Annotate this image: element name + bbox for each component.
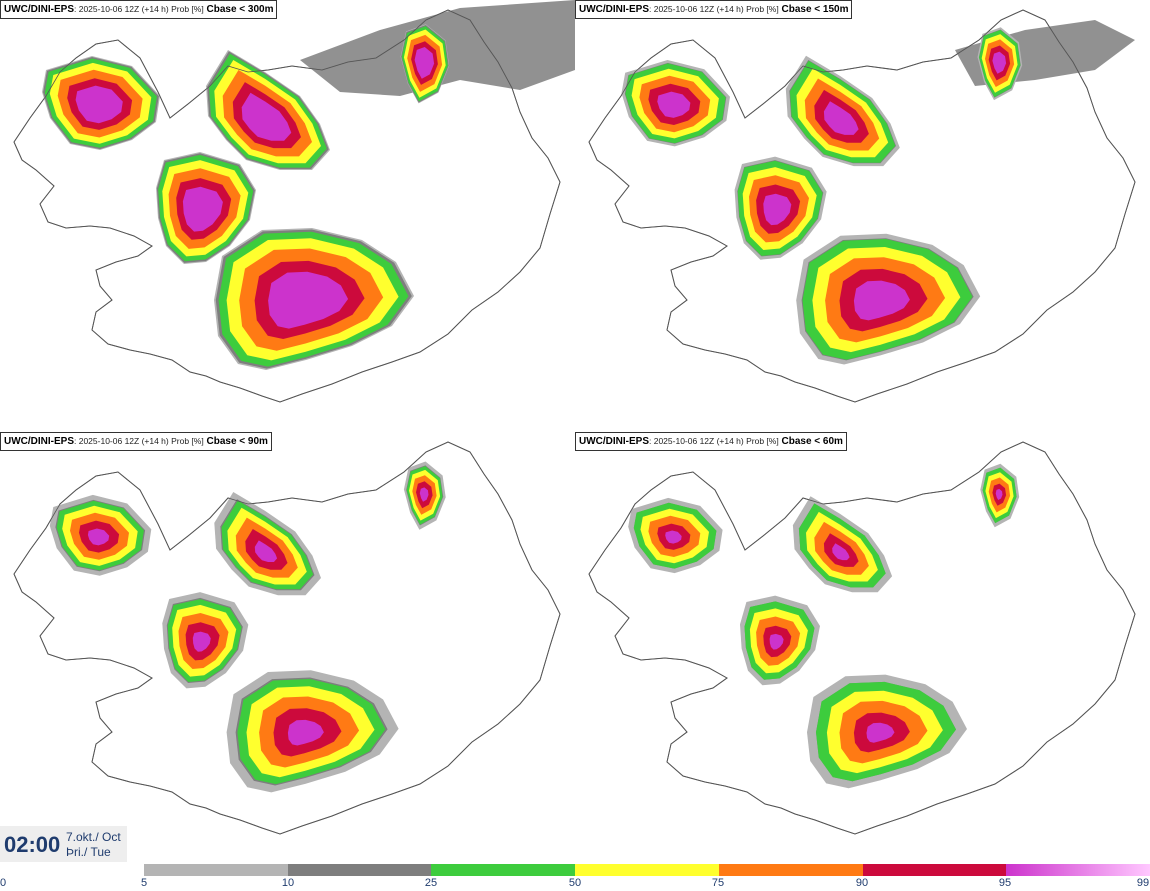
probability-map <box>13 0 575 403</box>
colorbar-label: 5 <box>140 877 148 889</box>
colorbar-segment <box>287 864 432 876</box>
colorbar-label: 25 <box>424 877 438 889</box>
colorbar-label: 10 <box>281 877 295 889</box>
probability-contour-p95 <box>657 91 691 118</box>
colorbar-segment <box>718 864 863 876</box>
colorbar-label: 95 <box>998 877 1012 889</box>
valid-date-line-2: Þri./ Tue <box>66 845 111 859</box>
map-panel-cbase-60: UWC/DINI-EPS: 2025-10-06 12Z (+14 h) Pro… <box>575 432 1150 863</box>
panel-title: UWC/DINI-EPS: 2025-10-06 12Z (+14 h) Pro… <box>575 0 853 19</box>
probability-colorbar <box>144 864 1150 876</box>
probability-contour-p95 <box>995 488 1003 500</box>
valid-time-box: 02:00 7.okt./ Oct Þri./ Tue <box>0 826 127 862</box>
probability-contour-p95 <box>87 528 110 546</box>
panel-title: UWC/DINI-EPS: 2025-10-06 12Z (+14 h) Pro… <box>0 0 278 19</box>
probability-contour-p95 <box>419 487 429 502</box>
probability-contour-p95 <box>192 631 211 652</box>
colorbar-segment <box>431 864 576 876</box>
coastline-overlay <box>588 441 1136 835</box>
map-panel-cbase-90: UWC/DINI-EPS: 2025-10-06 12Z (+14 h) Pro… <box>0 432 575 863</box>
panel-title: UWC/DINI-EPS: 2025-10-06 12Z (+14 h) Pro… <box>575 432 847 451</box>
probability-contour-p95 <box>866 722 895 743</box>
colorbar-segment <box>862 864 1007 876</box>
probability-contour-p95 <box>832 543 850 561</box>
probability-map <box>588 441 1136 835</box>
probability-contour-p95 <box>254 540 278 562</box>
probability-contour-p95 <box>769 633 784 650</box>
valid-date-line-1: 7.okt./ Oct <box>66 830 121 844</box>
colorbar-segment <box>144 864 288 876</box>
colorbar-label: 99 <box>1136 877 1150 889</box>
probability-map <box>588 9 1136 403</box>
probability-contour-p95 <box>763 193 792 226</box>
probability-contour-p95 <box>823 101 859 135</box>
coastline-overlay <box>13 441 561 835</box>
colorbar-label: 50 <box>568 877 582 889</box>
panel-title: UWC/DINI-EPS: 2025-10-06 12Z (+14 h) Pro… <box>0 432 272 451</box>
probability-contour-p95 <box>241 92 292 141</box>
probability-contour-p95 <box>992 51 1007 74</box>
colorbar-segment <box>575 864 719 876</box>
probability-contour-p95 <box>414 47 435 79</box>
probability-contour-p95 <box>665 530 682 544</box>
map-panel-cbase-300: UWC/DINI-EPS: 2025-10-06 12Z (+14 h) Pro… <box>0 0 575 431</box>
probability-contour-p95 <box>182 186 223 232</box>
probability-map <box>13 441 561 835</box>
probability-contour-p95 <box>853 280 910 321</box>
colorbar-label: 75 <box>711 877 725 889</box>
probability-contour-p95 <box>75 85 123 124</box>
colorbar-labels: 0 5 10 25 50 75 90 95 99 <box>0 877 1150 891</box>
probability-contour-p95 <box>287 719 324 746</box>
colorbar-segment <box>1006 864 1150 876</box>
colorbar-label: 0 <box>0 877 7 889</box>
coastline-overlay <box>588 9 1136 403</box>
probability-contour-p95 <box>268 271 349 329</box>
map-panel-cbase-150: UWC/DINI-EPS: 2025-10-06 12Z (+14 h) Pro… <box>575 0 1150 431</box>
valid-time: 02:00 <box>4 832 61 857</box>
colorbar-label: 90 <box>855 877 869 889</box>
coastline-overlay <box>13 9 561 403</box>
